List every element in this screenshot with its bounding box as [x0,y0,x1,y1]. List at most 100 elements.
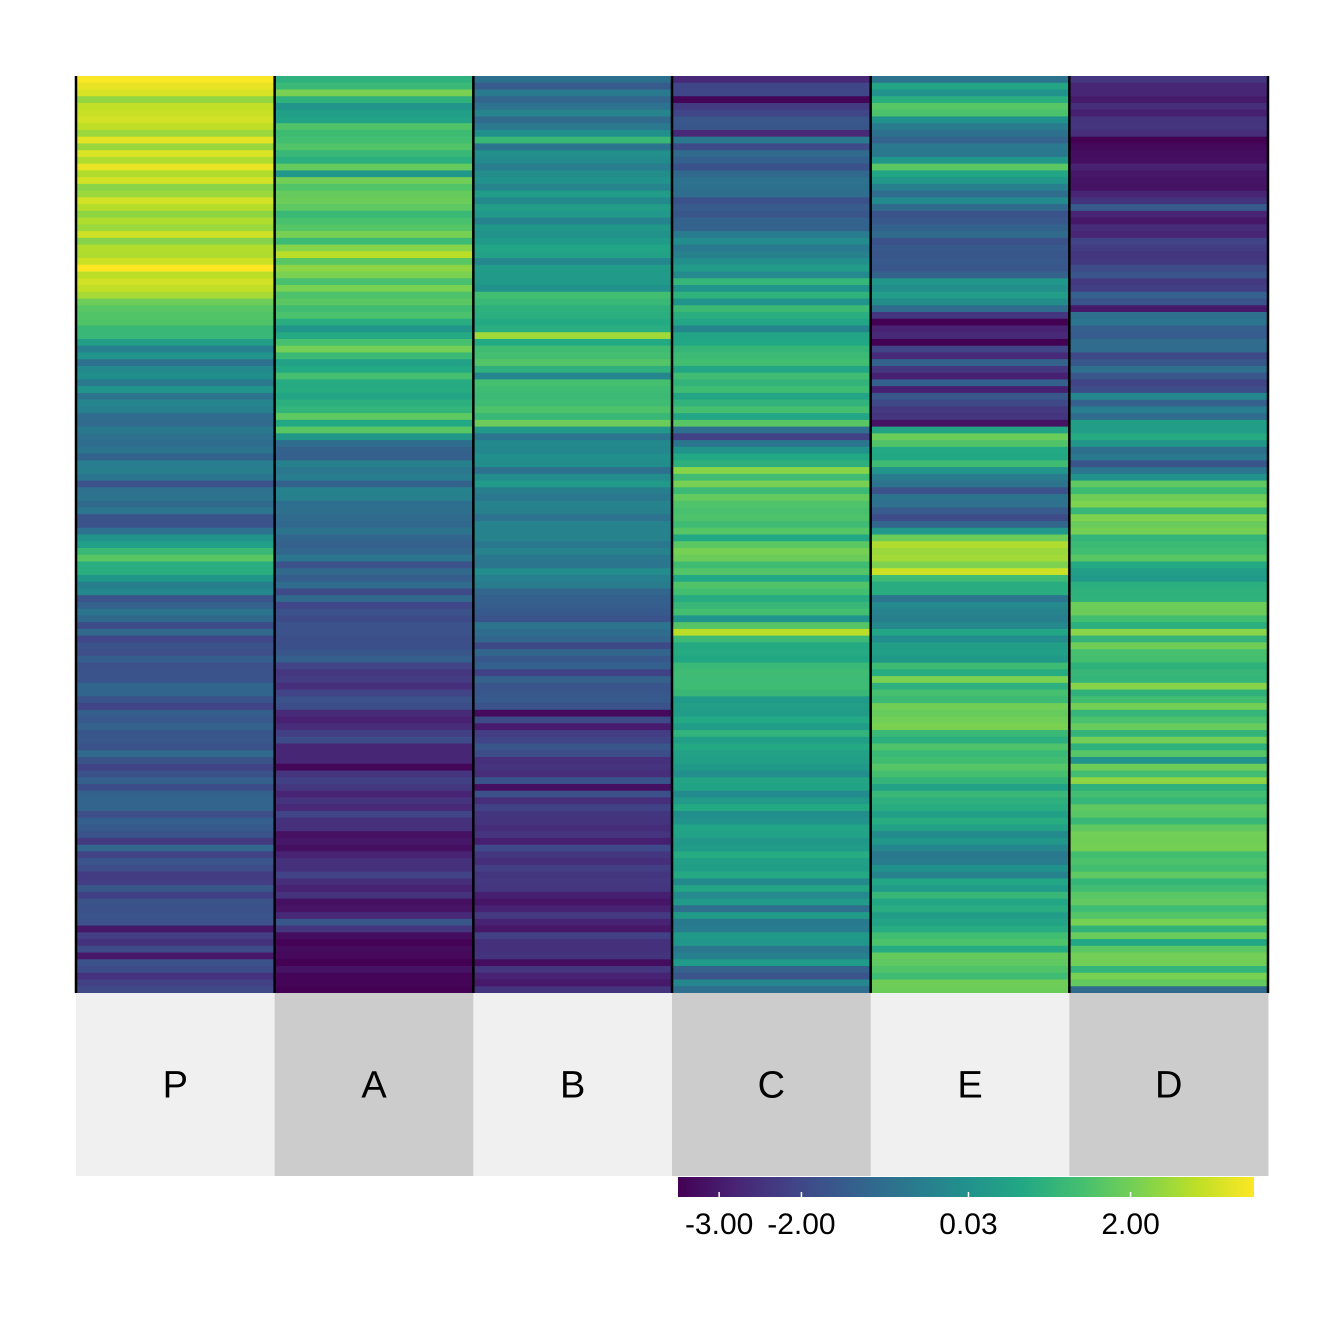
heatmap-cell [473,871,673,879]
heatmap-cell [870,251,1070,259]
heatmap-cell [76,986,276,994]
heatmap-cell [76,237,276,246]
heatmap-cell [672,878,872,886]
heatmap-cell [473,709,673,718]
heatmap-cell [672,365,872,374]
heatmap-cell [274,440,474,448]
heatmap-cell [672,689,872,697]
heatmap-cell [870,386,1070,394]
heatmap-cell [473,615,673,623]
heatmap-cell [1069,723,1269,731]
heatmap-cell [274,676,474,684]
heatmap-cell [274,898,474,906]
heatmap-cell [76,372,276,381]
heatmap-cell [274,736,474,745]
heatmap-cell [274,102,474,111]
heatmap-cell [870,757,1070,765]
heatmap-cell [1069,878,1269,886]
heatmap-cell [76,325,276,333]
heatmap-cell [672,703,872,711]
heatmap-cell [672,82,872,91]
heatmap-cell [76,305,276,313]
heatmap-cell [473,480,673,488]
heatmap-cell [672,177,872,185]
heatmap-cell [473,399,673,407]
heatmap-cell [274,932,474,940]
heatmap-cell [473,406,673,414]
heatmap-cell [76,628,276,637]
heatmap-cell [870,399,1070,407]
heatmap-cell [1069,655,1269,664]
heatmap-cell [672,770,872,778]
heatmap-cell [870,136,1070,145]
heatmap-cell [76,763,276,772]
heatmap-cell [473,372,673,381]
heatmap-cell [76,837,276,846]
heatmap-cell [870,318,1070,327]
heatmap-cell [473,150,673,158]
heatmap-cell [473,574,673,583]
heatmap-cell [870,372,1070,381]
heatmap-cell [870,871,1070,879]
heatmap-cell [1069,359,1269,367]
heatmap-cell [870,156,1070,165]
heatmap-cell [76,615,276,623]
heatmap-cell [870,622,1070,630]
heatmap-cell [1069,561,1269,569]
heatmap-cell [76,669,276,677]
heatmap-cell [76,183,276,192]
heatmap-cell [672,413,872,421]
column-group-box [274,993,474,1176]
heatmap-cell [1069,709,1269,718]
heatmap-cell [870,810,1070,819]
heatmap-cell [473,682,673,691]
heatmap-cell [473,183,673,192]
heatmap-cell [274,507,474,515]
heatmap-cell [1069,419,1269,428]
heatmap-cell [76,460,276,468]
heatmap-cell [672,89,872,97]
heatmap-cell [76,635,276,643]
heatmap-cell [76,244,276,252]
heatmap-cell [76,89,276,97]
column-label: A [361,1065,387,1107]
heatmap-cell [1069,730,1269,738]
heatmap-cell [76,318,276,327]
colorbar-tick-label: 0.03 [939,1208,997,1241]
heatmap-cell [274,365,474,374]
heatmap-cell [870,669,1070,677]
heatmap-cell [473,224,673,232]
heatmap-cell [672,419,872,428]
heatmap-cell [870,170,1070,178]
heatmap-cell [672,635,872,643]
heatmap-cell [1069,905,1269,913]
heatmap-cell [274,514,474,522]
column-label: D [1155,1065,1182,1107]
heatmap-cell [870,210,1070,219]
heatmap-cell [473,460,673,468]
heatmap-cell [870,143,1070,151]
heatmap-cell [473,662,673,670]
heatmap-cell [76,123,276,131]
heatmap-cell [274,817,474,826]
heatmap-cell [870,770,1070,778]
heatmap-cell [274,750,474,758]
heatmap-cell [672,649,872,657]
heatmap-cell [274,352,474,360]
heatmap-cell [274,338,474,347]
heatmap-cell [672,359,872,367]
heatmap-cell [76,979,276,987]
heatmap-cell [274,757,474,765]
heatmap-cell [672,285,872,293]
heatmap-cell [1069,804,1269,812]
heatmap-cell [672,743,872,751]
colorbar-tick-label: -2.00 [767,1208,835,1241]
heatmap-cell [1069,635,1269,643]
heatmap-cell [870,217,1070,225]
heatmap-cell [672,76,872,84]
heatmap-cell [870,979,1070,987]
heatmap-cell [76,487,276,495]
heatmap-cell [274,662,474,670]
heatmap-cell [672,541,872,549]
heatmap-cell [1069,851,1269,859]
